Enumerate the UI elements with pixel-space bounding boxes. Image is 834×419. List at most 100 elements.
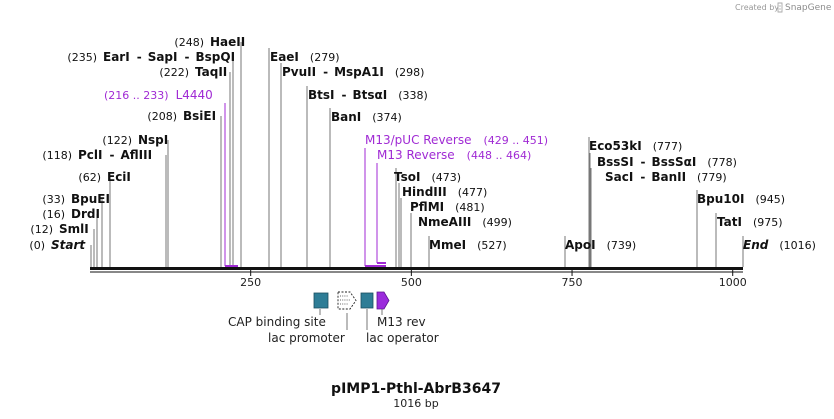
site-pos-label: (122) (102, 134, 132, 147)
site-pos-label: (945) (755, 193, 785, 206)
site-pos-label: (16) (42, 208, 65, 221)
site-name: TatI (717, 215, 742, 229)
site-name: MmeI (429, 238, 466, 252)
site-name: Bpu10I (697, 192, 744, 206)
site-name-separator: - (184, 50, 189, 64)
site-bsiei[interactable]: (208) BsiEI (147, 109, 216, 123)
site-saci[interactable]: SacI - BanII (779) (605, 170, 727, 184)
primer-m13puc[interactable]: M13/pUC Reverse (429 .. 451) (364, 133, 549, 267)
site-pos-label: (778) (707, 156, 737, 169)
site-name: PvuII (282, 65, 316, 79)
site-ecii[interactable]: (62) EciI (78, 170, 130, 184)
site-eco53ki[interactable]: Eco53kI (777) (589, 139, 682, 153)
site-name: EciI (107, 170, 131, 184)
site-name: DrdI (71, 207, 100, 221)
site-pos-label: (975) (753, 216, 783, 229)
site-name: BtsI (308, 88, 335, 102)
cap-binding-site-box[interactable] (313, 292, 329, 309)
site-pos-label: (118) (42, 149, 72, 162)
primer-name: M13 Reverse (377, 148, 455, 162)
site-name: SmlI (59, 222, 89, 236)
site-pos-label: (477) (458, 186, 488, 199)
site-name: NmeAIII (418, 215, 471, 229)
site-name: MspA1I (334, 65, 384, 79)
site-labels: (0) Start (12) SmlI(16) DrdI (33) BpuEI (62) Eci… (29, 35, 816, 252)
site-pos-label: (248) (174, 36, 204, 49)
site-pos-label: (279) (310, 51, 340, 64)
site-name: BanI (331, 110, 361, 124)
site-nspi[interactable]: (122) NspI (102, 133, 168, 147)
site-name-separator: - (640, 170, 645, 184)
primer-m13rev-primer[interactable]: M13 Reverse (448 .. 464) (376, 148, 532, 264)
site-pcli[interactable]: (118) PclI - AflIII (42, 148, 152, 162)
site-hindiii[interactable]: HindIII (477) (402, 185, 487, 199)
features: CAP binding site lac promoter lac operat… (228, 291, 439, 345)
primer-name: M13/pUC Reverse (365, 133, 472, 147)
site-name: TaqII (195, 65, 227, 79)
map-length: 1016 bp (393, 397, 438, 410)
site-name: End (743, 238, 769, 252)
site-pos-label: (62) (78, 171, 101, 184)
site-name-separator: - (110, 148, 115, 162)
site-name: TsoI (394, 170, 420, 184)
site-pos-label: (298) (395, 66, 425, 79)
m13-rev-label: M13 rev (377, 315, 426, 329)
site-haeii[interactable]: (248) HaeII (174, 35, 245, 49)
primer-bar (225, 265, 238, 267)
site-name: EaeI (270, 50, 299, 64)
primer-range: (429 .. 451) (484, 134, 549, 147)
site-pos-label: (739) (607, 239, 637, 252)
site-drdi[interactable]: (16) DrdI (42, 207, 100, 221)
site-name: BssSαI (652, 155, 697, 169)
site-name-separator: - (641, 155, 646, 169)
backbone (90, 267, 743, 273)
site-pos-label: (1016) (779, 239, 816, 252)
site-tati[interactable]: TatI (975) (717, 215, 783, 229)
site-start[interactable]: (0) Start (29, 238, 86, 252)
site-tsoi[interactable]: TsoI (473) (394, 170, 461, 184)
site-end[interactable]: End (1016) (743, 238, 816, 252)
site-pflmi[interactable]: PflMI (481) (410, 200, 485, 214)
site-nmeaiii[interactable]: NmeAIII (499) (418, 215, 512, 229)
brand-created-by: Created by (735, 3, 779, 12)
site-btsi[interactable]: BtsI - BtsαI (338) (308, 88, 428, 102)
backbone-shadow (90, 271, 743, 273)
site-bpuei[interactable]: (33) BpuEI (42, 192, 110, 206)
site-pvuii[interactable]: PvuII - MspA1I (298) (282, 65, 424, 79)
lac-operator-box[interactable] (360, 292, 374, 309)
primer-bar (365, 265, 386, 267)
site-apoi[interactable]: ApoI (739) (565, 238, 636, 252)
site-name: BspQI (195, 50, 235, 64)
m13-rev-arrow[interactable] (376, 291, 390, 310)
site-lead-lines (90, 42, 744, 267)
site-mmei[interactable]: MmeI (527) (429, 238, 507, 252)
lac-operator-label: lac operator (366, 331, 439, 345)
site-name: SapI (148, 50, 178, 64)
primer-l4440[interactable]: (216 .. 233) L4440 (104, 88, 238, 267)
map-title: pIMP1-Pthl-AbrB3647 (331, 381, 501, 397)
site-pos-label: (527) (477, 239, 507, 252)
brand-name: SnapGene (785, 3, 832, 13)
site-pos-label: (777) (653, 140, 683, 153)
snapgene-logo-icon (777, 2, 783, 13)
lac-promoter-label: lac promoter (268, 331, 345, 345)
backbone-line (90, 267, 743, 270)
lac-promoter-arrow[interactable] (337, 291, 357, 310)
site-smli[interactable]: (12) SmlI (30, 222, 88, 236)
site-eaei[interactable]: EaeI (279) (270, 50, 340, 64)
site-pos-label: (481) (455, 201, 485, 214)
site-pos-label: (12) (30, 223, 53, 236)
site-pos-label: (499) (482, 216, 512, 229)
primer-range: (216 .. 233) (104, 89, 169, 102)
primer-range: (448 .. 464) (467, 149, 532, 162)
site-bpu10i[interactable]: Bpu10I (945) (697, 192, 785, 206)
site-bani[interactable]: BanI (374) (331, 110, 402, 124)
site-taqii[interactable]: (222) TaqII (159, 65, 227, 79)
site-bsssi[interactable]: BssSI - BssSαI (778) (597, 155, 737, 169)
ruler-tick-label: 250 (240, 276, 261, 289)
cap-binding-site-label: CAP binding site (228, 315, 326, 329)
site-name: HaeII (210, 35, 245, 49)
site-name: Eco53kI (589, 139, 642, 153)
site-eari[interactable]: (235) EarI - SapI - BspQI (67, 50, 235, 64)
